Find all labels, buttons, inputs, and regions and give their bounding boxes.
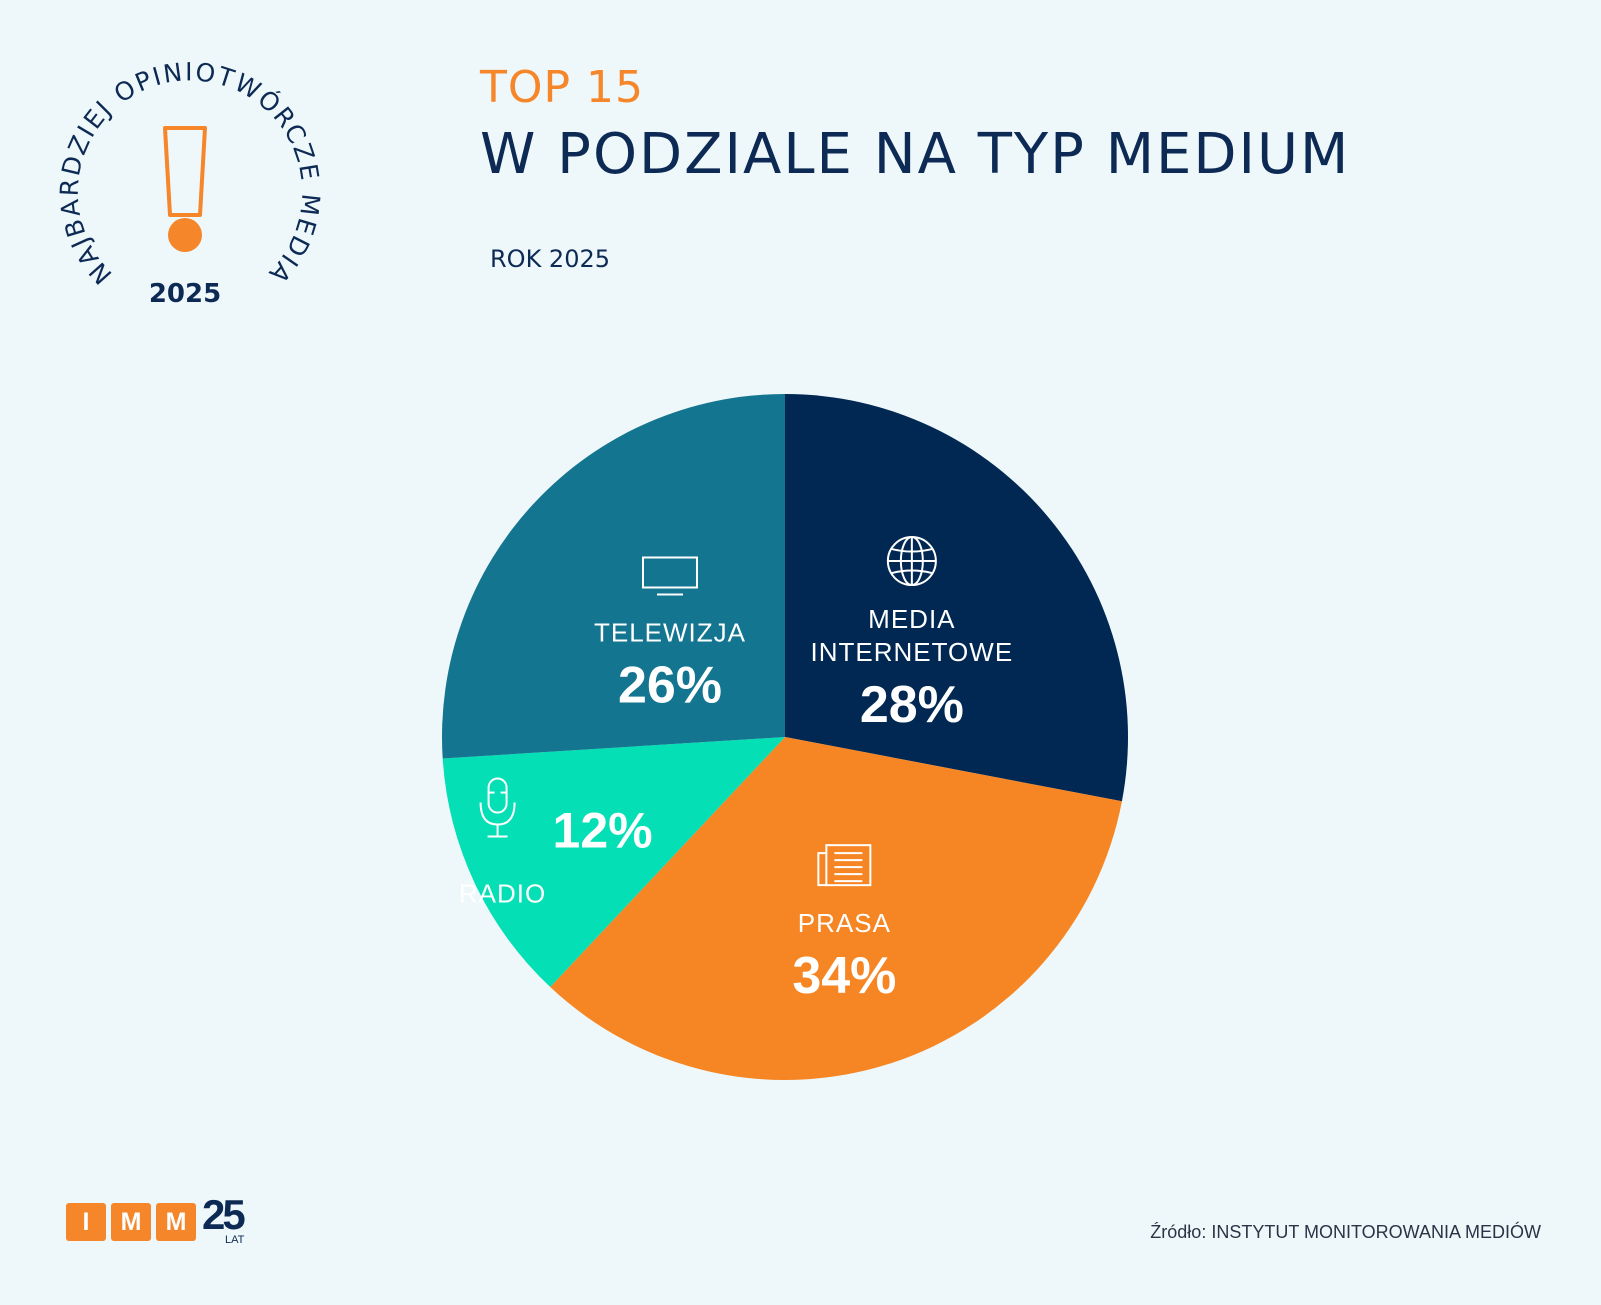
slice-label-prasa: PRASA xyxy=(798,908,891,938)
logo-letter: I xyxy=(66,1203,106,1241)
microphone-icon xyxy=(479,777,516,838)
title-block: TOP 15 W PODZIALE NA TYP MEDIUM xyxy=(480,62,1350,190)
page-title: W PODZIALE NA TYP MEDIUM xyxy=(480,122,1351,187)
slice-value-radio: 12% xyxy=(553,803,653,859)
pie-slice-media-internetowe xyxy=(785,394,1128,802)
slice-label-telewizja: TELEWIZJA xyxy=(594,617,746,647)
globe-icon xyxy=(886,536,937,587)
slice-label-media-internetowe: INTERNETOWE xyxy=(811,637,1014,667)
badge-year: 2025 xyxy=(149,279,221,309)
slice-value-prasa: 34% xyxy=(792,947,896,1005)
title-top: TOP 15 xyxy=(480,62,645,113)
exclamation-dot xyxy=(168,218,202,252)
slice-label-radio: RADIO xyxy=(459,879,546,909)
tv-icon xyxy=(641,556,698,596)
logo-suffix: LAT xyxy=(225,1234,245,1246)
exclamation-icon xyxy=(163,126,207,217)
logo-letter: M xyxy=(156,1203,196,1241)
subtitle: ROK 2025 xyxy=(490,245,611,273)
newspaper-icon xyxy=(817,844,872,887)
source-note: Źródło: INSTYTUT MONITOROWANIA MEDIÓW xyxy=(1150,1222,1541,1242)
slice-value-media-internetowe: 28% xyxy=(860,676,964,734)
badge-graphic: NAJBARDZIEJ OPINIOTWÓRCZE MEDIA 2025 xyxy=(55,57,324,309)
pie-slice-prasa xyxy=(550,737,1122,1081)
pie-slice-radio xyxy=(442,737,785,988)
logo-number: 25 xyxy=(202,1191,246,1238)
badge: NAJBARDZIEJ OPINIOTWÓRCZE MEDIA 2025 xyxy=(55,50,325,330)
slice-label-media-internetowe: MEDIA xyxy=(868,604,955,634)
logo-letter: M xyxy=(111,1203,151,1241)
slice-value-telewizja: 26% xyxy=(618,656,722,714)
pie-slice-telewizja xyxy=(442,394,785,759)
